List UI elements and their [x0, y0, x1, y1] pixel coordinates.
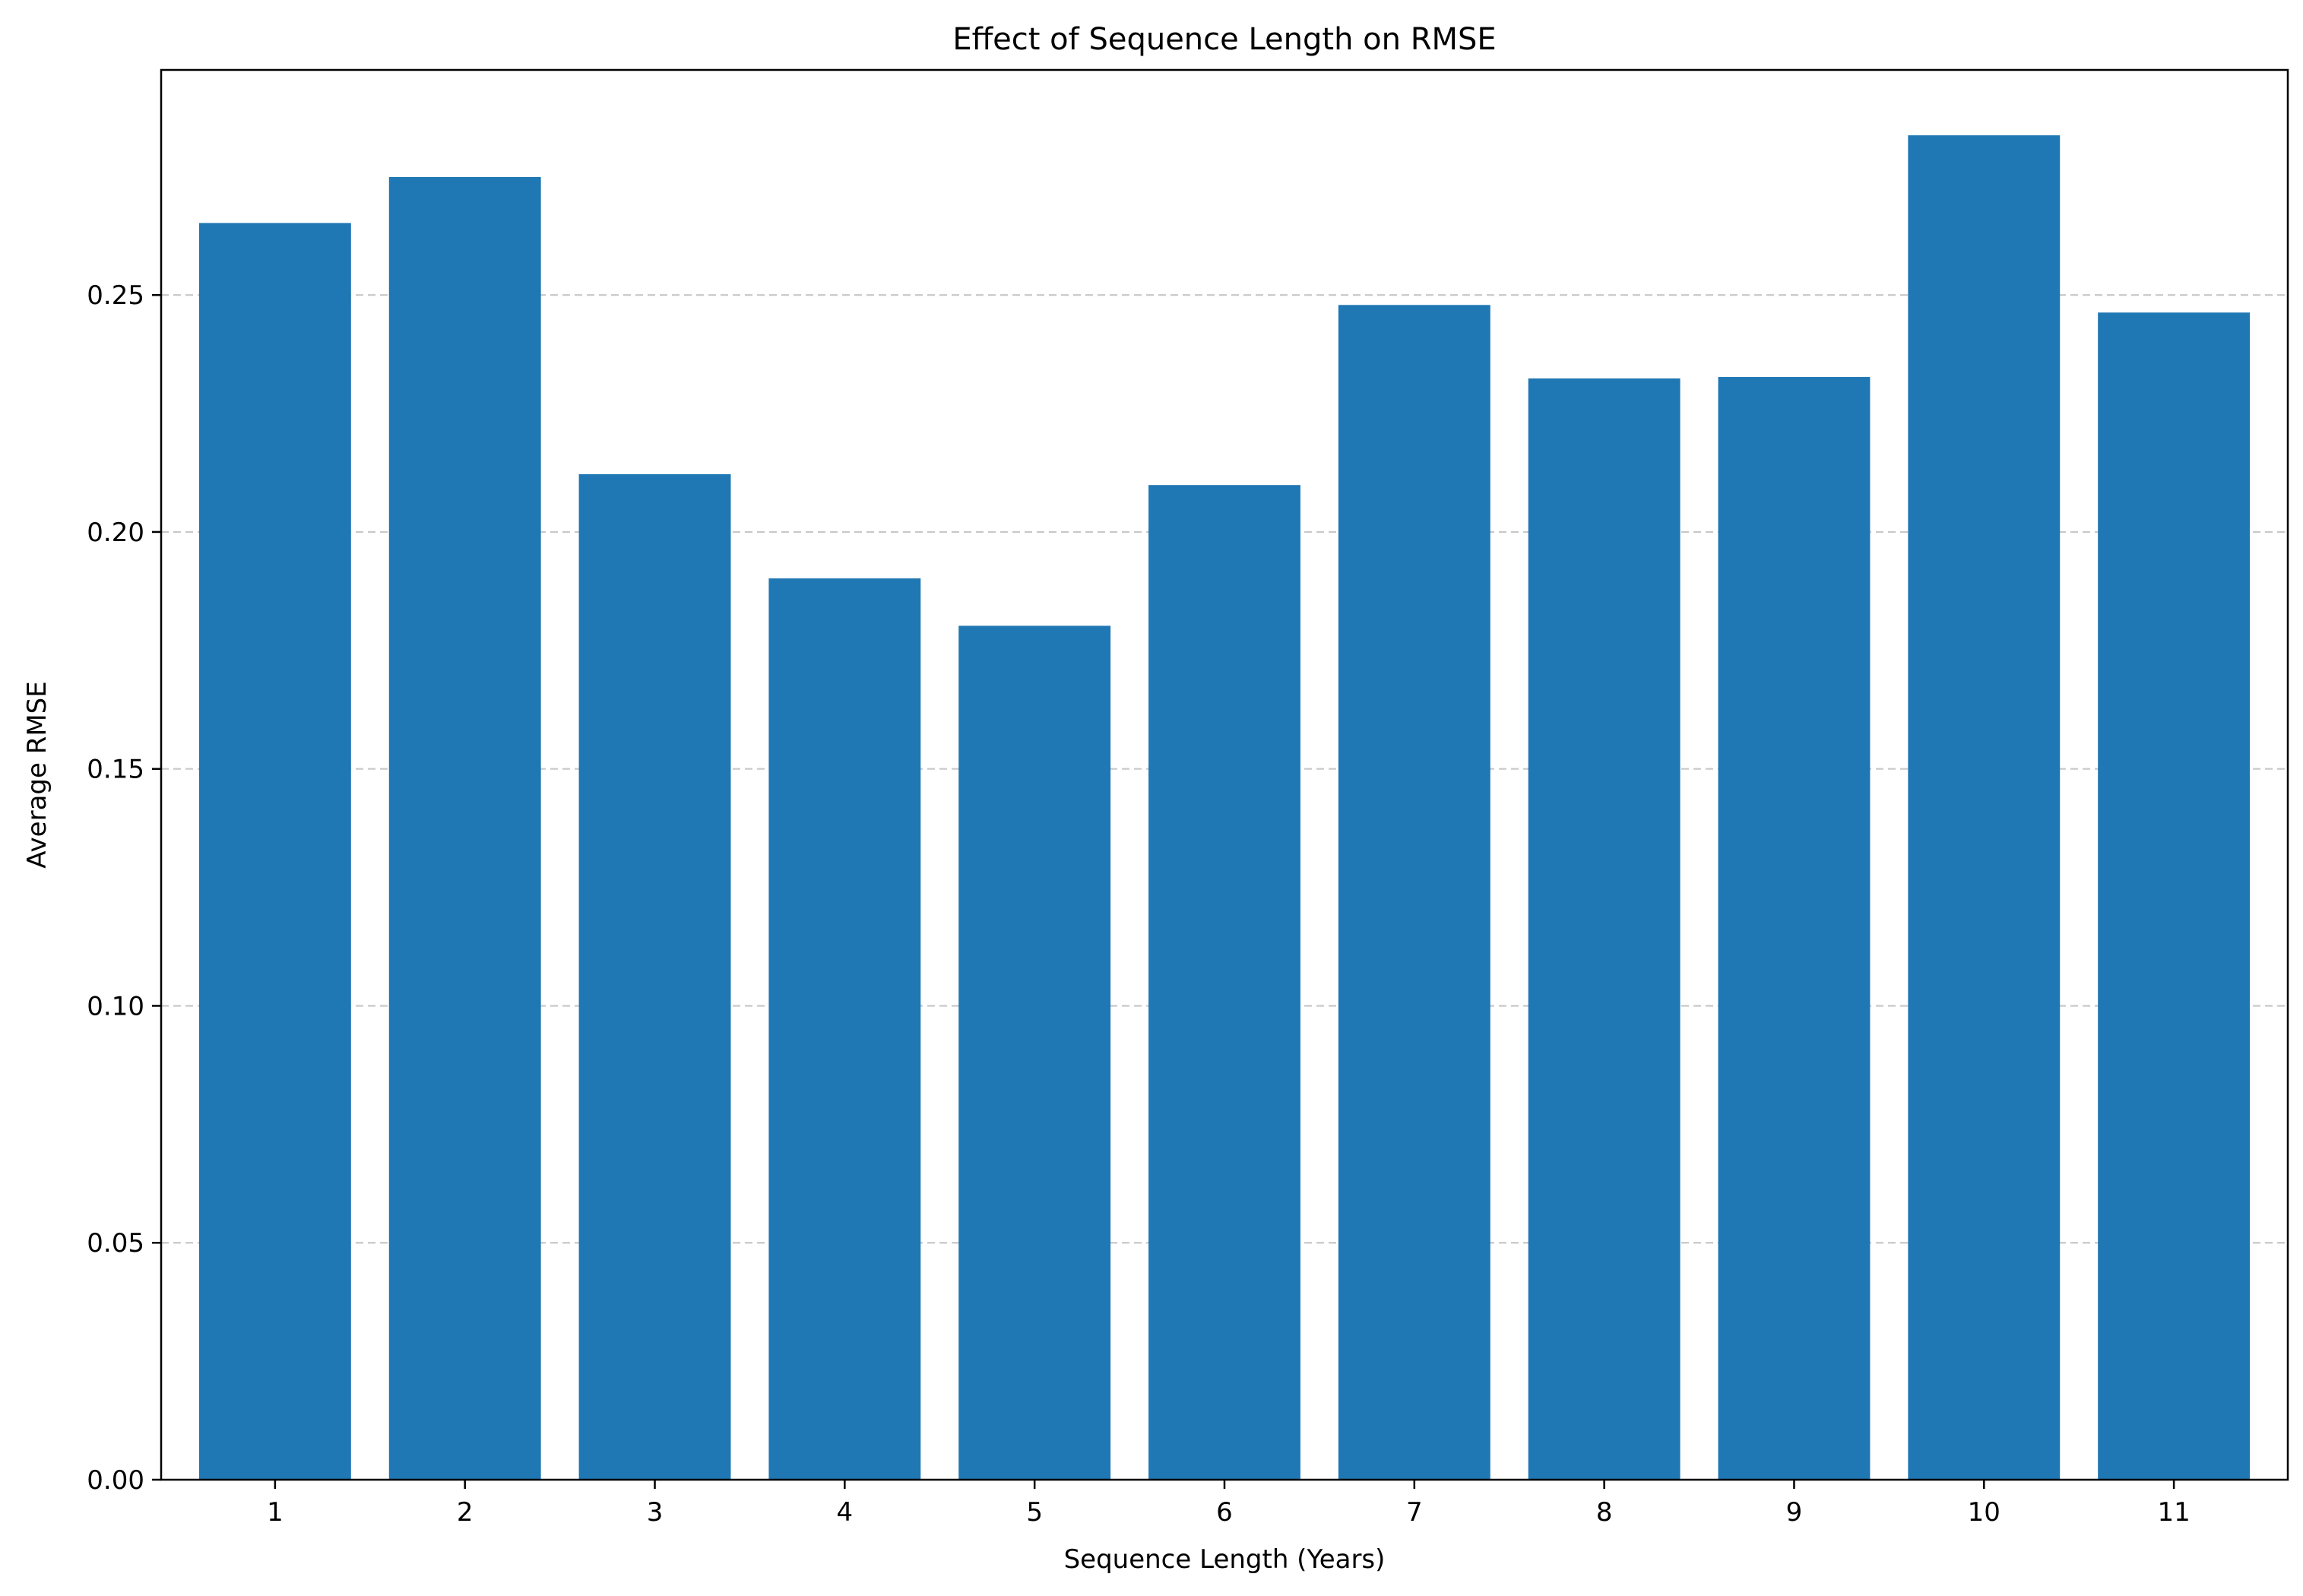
y-tick-label: 0.05 [87, 1228, 144, 1259]
y-tick-label: 0.25 [87, 280, 144, 311]
y-tick-label: 0.15 [87, 755, 144, 785]
bars [198, 135, 2251, 1480]
x-tick-label: 7 [1406, 1497, 1423, 1528]
y-axis-ticks: 0.00 0.05 0.10 0.15 0.20 0.25 [87, 280, 161, 1496]
x-tick-label: 9 [1786, 1497, 1803, 1528]
bar [768, 578, 921, 1480]
bar [1528, 378, 1681, 1480]
bar [1338, 305, 1490, 1480]
bar [2098, 312, 2251, 1480]
y-tick-label: 0.20 [87, 518, 144, 548]
bar [578, 473, 731, 1480]
x-tick-label: 8 [1596, 1497, 1613, 1528]
bar [198, 223, 351, 1480]
x-tick-label: 3 [647, 1497, 664, 1528]
x-tick-label: 10 [1968, 1497, 2000, 1528]
x-tick-label: 4 [837, 1497, 854, 1528]
x-axis-label: Sequence Length (Years) [1064, 1544, 1386, 1575]
bar [1148, 485, 1300, 1480]
y-axis-label: Average RMSE [22, 681, 52, 868]
x-tick-label: 11 [2157, 1497, 2190, 1528]
bar [1718, 377, 1871, 1480]
x-tick-label: 1 [267, 1497, 284, 1528]
y-tick-label: 0.00 [87, 1465, 144, 1496]
x-tick-label: 2 [457, 1497, 474, 1528]
x-tick-label: 6 [1216, 1497, 1233, 1528]
chart-title: Effect of Sequence Length on RMSE [952, 22, 1496, 57]
bar [1908, 135, 2061, 1480]
bar [958, 625, 1111, 1480]
x-tick-label: 5 [1026, 1497, 1043, 1528]
x-axis-ticks: 1 2 3 4 5 6 7 8 9 10 11 [267, 1480, 2191, 1528]
bar [388, 176, 541, 1480]
y-tick-label: 0.10 [87, 991, 144, 1021]
